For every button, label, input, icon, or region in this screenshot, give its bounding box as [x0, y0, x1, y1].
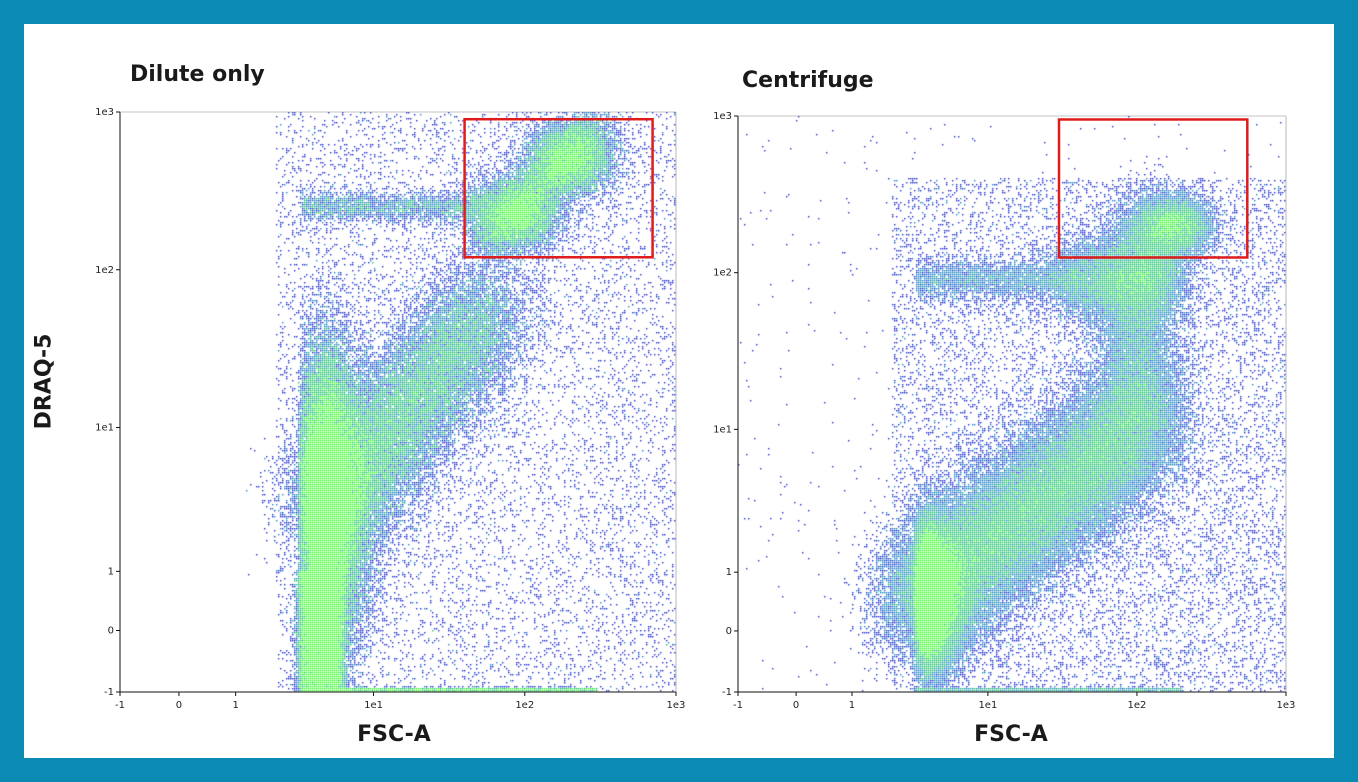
- y-tick-label: 1e2: [713, 268, 732, 279]
- y-tick-label: 0: [726, 626, 732, 637]
- x-tick-label: 1: [849, 700, 855, 711]
- x-tick-label: 1e3: [667, 700, 686, 711]
- y-tick-label: 1e3: [713, 111, 732, 122]
- chart-title-right: Centrifuge: [742, 68, 874, 93]
- y-tick-label: 1e2: [95, 265, 114, 276]
- x-tick-label: 1e3: [1277, 700, 1296, 711]
- axes-left: -1 0 1 1e1 1e2 1e3 -1 0 1 1e1 1e2 1e3: [95, 107, 686, 711]
- x-tick-label: 1e1: [364, 700, 383, 711]
- scatter-plot-left: [120, 112, 676, 692]
- y-tick-label: 1e1: [713, 424, 732, 435]
- axes-right: -1 0 1 1e1 1e2 1e3 -1 0 1 1e1 1e2 1e3: [713, 111, 1296, 711]
- scatter-plot-right: [738, 116, 1286, 692]
- y-axis-label-left: DRAQ-5: [31, 333, 57, 430]
- x-axis-label-left: FSC-A: [357, 722, 431, 747]
- x-tick-label: 1e2: [515, 700, 534, 711]
- y-tick-label: 1e1: [95, 423, 114, 434]
- y-tick-label: -1: [104, 687, 114, 698]
- y-tick-label: 1: [726, 567, 732, 578]
- chart-title-left: Dilute only: [130, 62, 265, 87]
- figure-frame: Dilute only DRAQ-5 -1 0 1 1e1 1e2 1e3 -1 0 1 1e1 1…: [24, 24, 1334, 758]
- x-tick-label: 0: [793, 700, 799, 711]
- x-tick-label: 0: [176, 700, 182, 711]
- x-tick-label: 1e1: [978, 700, 997, 711]
- x-tick-label: -1: [733, 700, 743, 711]
- y-tick-label: 0: [108, 626, 114, 637]
- gate-rectangle: [1057, 118, 1249, 259]
- x-tick-label: 1e2: [1127, 700, 1146, 711]
- y-tick-label: -1: [722, 687, 732, 698]
- x-tick-label: -1: [115, 700, 125, 711]
- gate-rectangle: [463, 117, 654, 259]
- y-tick-label: 1e3: [95, 107, 114, 118]
- y-tick-label: 1: [108, 566, 114, 577]
- x-tick-label: 1: [232, 700, 238, 711]
- x-axis-label-right: FSC-A: [974, 722, 1048, 747]
